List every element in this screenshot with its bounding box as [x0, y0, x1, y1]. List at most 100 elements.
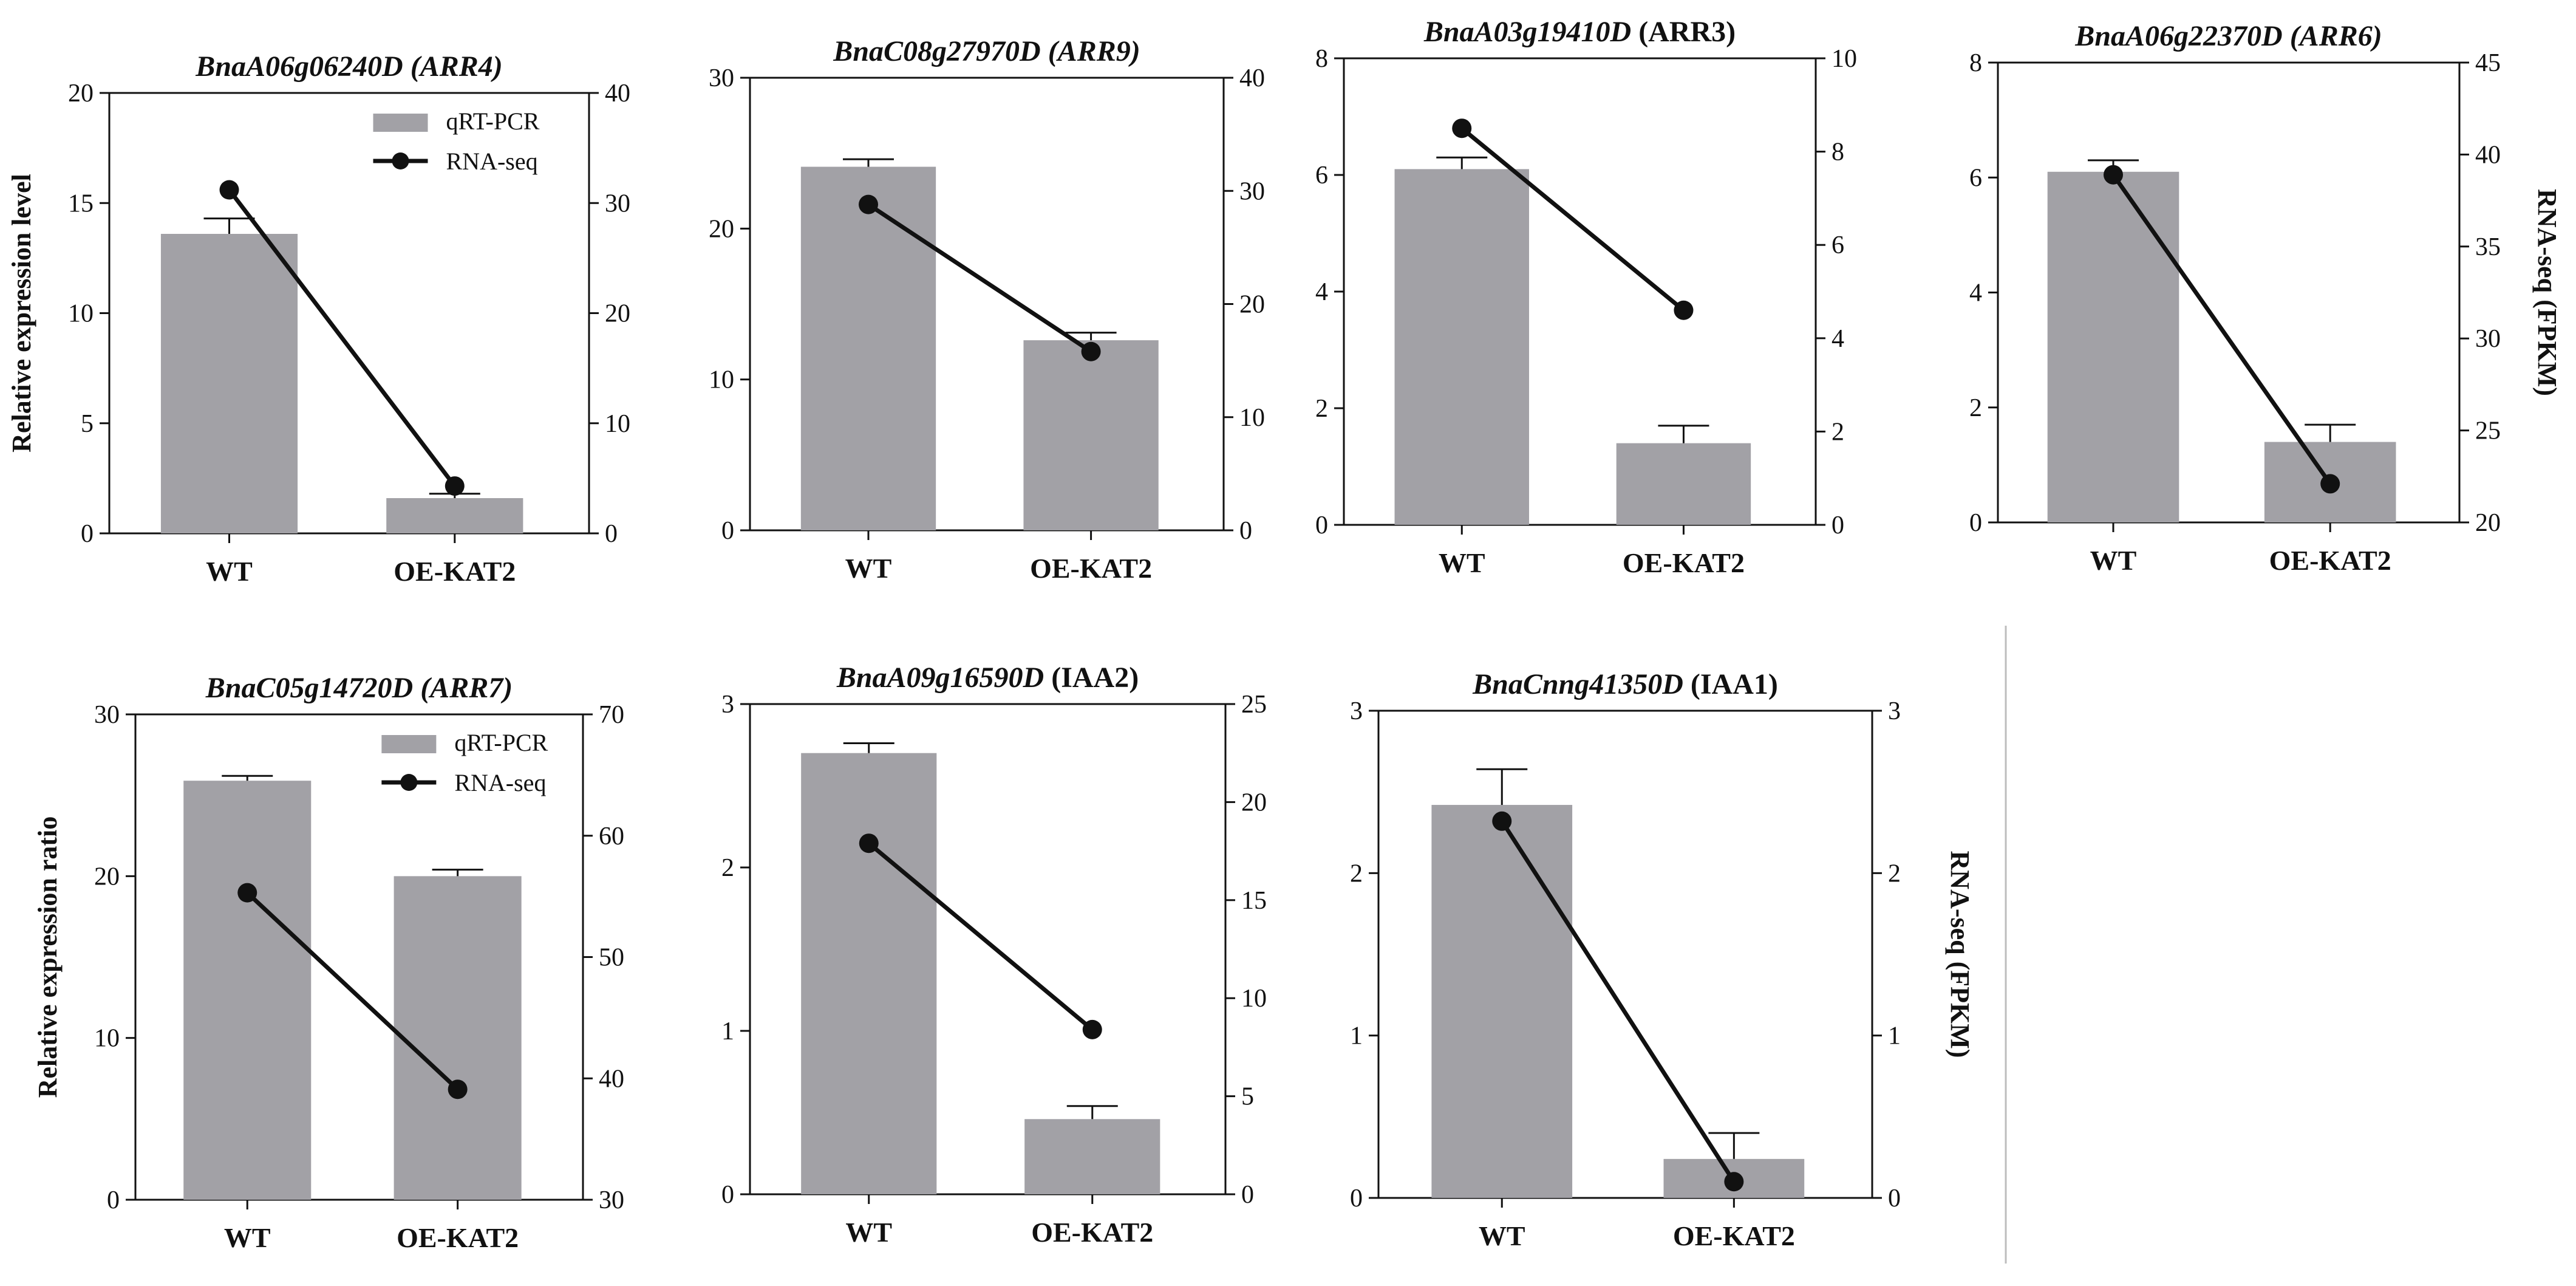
rna-seq-line — [867, 202, 1092, 354]
y-axis-label-right: RNA-seq (FPKM) — [1945, 851, 1975, 1058]
panel-title-suffix: (ARR7) — [413, 672, 513, 704]
right-tick-label: 25 — [1241, 691, 1267, 719]
right-tick-label: 5 — [1241, 1083, 1254, 1111]
left-tick-label: 0 — [1969, 509, 1982, 537]
y-axis-label-left: Relative expression level — [7, 174, 36, 453]
left-tick-label: 20 — [709, 215, 734, 243]
left-tick-label: 10 — [94, 1025, 120, 1053]
right-tick-label: 30 — [2475, 325, 2501, 353]
legend-swatch-qrt-pcr — [381, 735, 437, 753]
right-tick-label: 10 — [1831, 45, 1857, 73]
left-tick-label: 10 — [709, 366, 734, 394]
panel-title-suffix: (IAA1) — [1683, 668, 1778, 700]
left-tick-label: 2 — [721, 854, 734, 882]
rna-seq-point — [1724, 1172, 1744, 1192]
bar-wt — [1394, 169, 1529, 525]
legend-label-rna-seq: RNA-seq — [454, 769, 546, 796]
rna-seq-point — [1674, 300, 1694, 320]
right-tick-label: 8 — [1831, 139, 1844, 166]
panel-title: BnaC05g14720D (ARR7) — [205, 672, 513, 704]
right-tick-label: 0 — [1241, 1181, 1254, 1209]
panel-title: BnaA06g22370D (ARR6) — [2074, 20, 2382, 52]
right-tick-label: 25 — [2475, 417, 2501, 445]
left-tick-label: 5 — [81, 410, 94, 438]
right-tick-label: 40 — [1239, 64, 1265, 92]
left-tick-label: 2 — [1969, 394, 1982, 422]
legend-label-qrt-pcr: qRT-PCR — [446, 108, 540, 135]
chart-panel-7: BnaCnng41350D (IAA1) 0 1 2 3 0 1 2 3 WT OE-KAT2 RNA… — [1350, 668, 1975, 1251]
left-tick-label: 8 — [1969, 49, 1982, 77]
category-label: WT — [1439, 547, 1485, 578]
legend-swatch-point — [392, 152, 409, 169]
bar-oe-kat2 — [386, 498, 523, 533]
chart-panel-5: BnaC05g14720D (ARR7) 0 10 20 30 30 40 50 60 70 WT O… — [33, 672, 624, 1253]
legend-label-rna-seq: RNA-seq — [446, 148, 538, 175]
right-tick-label: 2 — [1888, 860, 1901, 888]
rna-seq-line — [2111, 173, 2332, 485]
right-tick-label: 0 — [1831, 511, 1844, 539]
rna-seq-line — [227, 188, 457, 488]
rna-seq-point — [1082, 1019, 1102, 1039]
panel-title: BnaCnng41350D (IAA1) — [1472, 668, 1778, 700]
category-label: WT — [224, 1222, 271, 1253]
right-tick-label: 10 — [1241, 985, 1267, 1013]
left-tick-label: 20 — [94, 863, 120, 891]
bar-wt — [183, 781, 312, 1200]
right-tick-label: 20 — [1241, 788, 1267, 816]
left-tick-label: 15 — [68, 190, 94, 217]
left-tick-label: 0 — [107, 1186, 120, 1214]
left-tick-label: 6 — [1315, 162, 1328, 190]
right-tick-label: 40 — [2475, 141, 2501, 169]
left-tick-label: 3 — [1350, 697, 1363, 725]
bar-oe-kat2 — [1024, 1119, 1160, 1194]
right-tick-label: 20 — [605, 300, 630, 328]
category-label: WT — [845, 1217, 892, 1248]
right-tick-label: 20 — [1239, 291, 1265, 319]
panel-title-gene: BnaC08g27970D — [833, 35, 1040, 67]
right-tick-label: 70 — [599, 701, 624, 729]
category-label: OE-KAT2 — [394, 556, 516, 587]
rna-seq-line — [867, 841, 1094, 1031]
panel-title: BnaC08g27970D (ARR9) — [833, 35, 1140, 67]
left-tick-label: 0 — [1350, 1185, 1363, 1212]
panel-title-suffix: (ARR9) — [1041, 35, 1140, 67]
panel-title-gene: BnaA09g16590D — [836, 662, 1044, 694]
panel-title: BnaA03g19410D (ARR3) — [1423, 16, 1736, 48]
panel-title-suffix: (ARR6) — [2283, 20, 2382, 52]
panel-title-gene: BnaCnng41350D — [1472, 668, 1683, 700]
rna-seq-point — [237, 883, 257, 903]
category-label: OE-KAT2 — [1031, 1217, 1153, 1248]
bar-wt — [160, 234, 298, 533]
panel-title-suffix: (ARR3) — [1631, 16, 1736, 48]
category-label: WT — [1479, 1220, 1525, 1251]
right-tick-label: 10 — [605, 410, 630, 438]
right-tick-label: 40 — [599, 1065, 624, 1093]
rna-seq-point — [1452, 118, 1472, 139]
bar-wt — [1431, 805, 1573, 1198]
right-tick-label: 30 — [599, 1186, 624, 1214]
rna-seq-point — [445, 476, 465, 496]
legend-swatch-qrt-pcr — [373, 114, 428, 132]
rna-seq-point — [859, 833, 879, 853]
left-tick-label: 1 — [1350, 1022, 1363, 1050]
right-tick-label: 0 — [605, 520, 618, 548]
chart-panel-2: BnaC08g27970D (ARR9) 0 10 20 30 0 10 20 30 40 WT OE… — [709, 35, 1265, 584]
panel-title-gene: BnaA06g22370D — [2074, 20, 2282, 52]
panel-title-gene: BnaA03g19410D — [1423, 16, 1631, 48]
right-tick-label: 6 — [1831, 231, 1844, 259]
category-label: WT — [2090, 545, 2137, 576]
right-tick-label: 2 — [1831, 418, 1844, 446]
left-tick-label: 8 — [1315, 45, 1328, 73]
right-tick-label: 30 — [605, 190, 630, 217]
right-tick-label: 1 — [1888, 1022, 1901, 1050]
category-label: OE-KAT2 — [1623, 547, 1745, 578]
chart-panel-4: BnaA06g22370D (ARR6) 0 2 4 6 8 20 25 30 35 40 45 WT O… — [1969, 20, 2562, 576]
bar-oe-kat2 — [1023, 340, 1159, 530]
bar-wt — [2047, 171, 2179, 523]
rna-seq-point — [1492, 811, 1512, 831]
left-tick-label: 0 — [721, 1181, 734, 1209]
left-tick-label: 10 — [68, 300, 94, 328]
left-tick-label: 3 — [721, 691, 734, 719]
y-axis-label-left: Relative expression ratio — [33, 816, 63, 1098]
